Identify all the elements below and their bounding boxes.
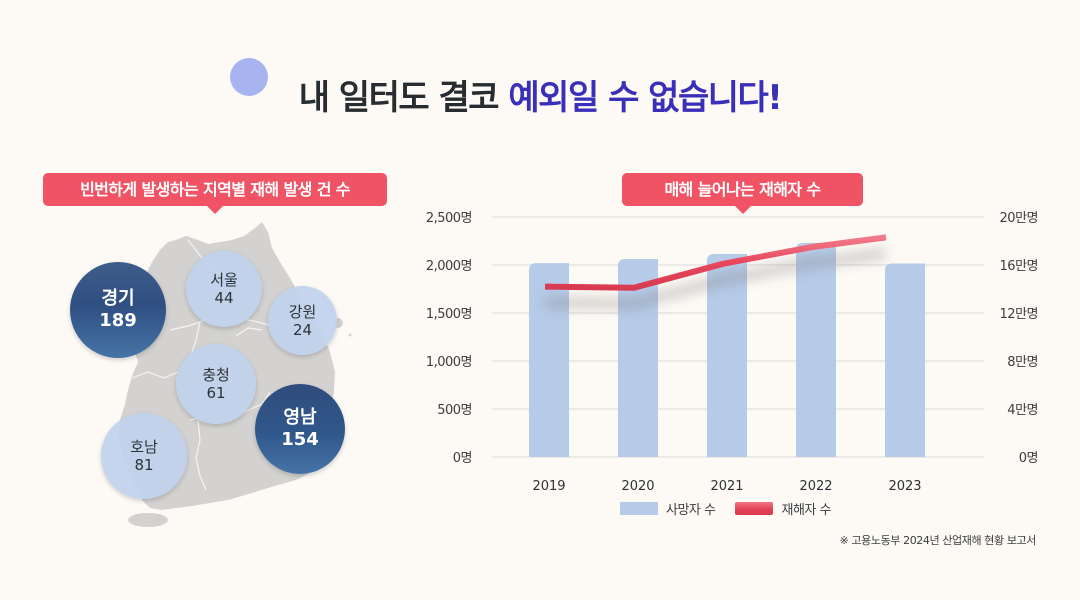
region-value: 154 — [281, 429, 319, 450]
x-tick-label: 2021 — [710, 479, 743, 494]
region-name: 강원 — [288, 302, 317, 321]
region-value: 61 — [206, 384, 226, 402]
bar-2021 — [707, 254, 747, 457]
x-tick-label: 2022 — [799, 479, 832, 494]
decorative-circle — [230, 58, 268, 96]
legend-label: 사망자 수 — [666, 503, 716, 518]
legend-label: 재해자 수 — [781, 503, 831, 518]
legend-swatch-bar — [620, 502, 658, 515]
y-right-tick-label: 16만명 — [1000, 259, 1038, 274]
region-circle-honam: 호남 81 — [101, 413, 187, 499]
region-name: 경기 — [101, 288, 135, 310]
bar-2022 — [796, 242, 836, 457]
region-circle-gangwon: 강원 24 — [268, 286, 337, 355]
region-value: 24 — [292, 320, 313, 339]
y-right-tick-label: 20만명 — [1000, 211, 1038, 226]
y-left-tick-label: 2,500명 — [426, 211, 472, 226]
region-circle-gyeonggi: 경기 189 — [70, 262, 166, 358]
region-name: 영남 — [283, 407, 317, 429]
bar-2023 — [885, 263, 925, 457]
region-value: 44 — [214, 289, 234, 307]
x-tick-label: 2019 — [532, 479, 565, 494]
line-shadow — [544, 248, 887, 309]
legend-swatch-line — [735, 502, 774, 515]
y-right-tick-label: 0명 — [1019, 451, 1038, 466]
region-name: 충청 — [202, 366, 230, 384]
legend-item-injured: 재해자 수 — [735, 499, 831, 518]
region-name: 서울 — [210, 271, 238, 289]
legend-item-deaths: 사망자 수 — [620, 499, 716, 518]
region-value: 189 — [99, 310, 137, 331]
y-right-tick-label: 8만명 — [1007, 355, 1038, 370]
region-name: 호남 — [130, 438, 158, 456]
y-right-tick-label: 4만명 — [1007, 403, 1038, 418]
x-tick-label: 2023 — [888, 479, 921, 494]
map-dokdo — [348, 333, 352, 337]
y-left-tick-label: 2,000명 — [426, 259, 472, 274]
y-right-tick-label: 12만명 — [1000, 307, 1038, 322]
region-circle-seoul: 서울 44 — [186, 251, 262, 327]
line-injured — [544, 234, 887, 291]
title-part-1: 내 일터도 결코 — [298, 78, 509, 118]
region-badge: 빈번하게 발생하는 지역별 재해 발생 건 수 — [43, 173, 387, 214]
chart-legend: 사망자 수 재해자 수 — [620, 499, 851, 518]
region-circle-yeongnam: 영남 154 — [255, 384, 345, 474]
source-note: ※ 고용노동부 2024년 산업재해 현황 보고서 — [839, 534, 1037, 547]
page-title: 내 일터도 결코 예외일 수 없습니다! — [0, 70, 1080, 119]
x-tick-label: 2020 — [621, 479, 654, 494]
region-value: 81 — [134, 456, 154, 474]
y-left-tick-label: 500명 — [437, 403, 472, 418]
region-circle-chungcheong: 충청 61 — [176, 344, 256, 424]
y-left-tick-label: 1,500명 — [426, 307, 472, 322]
title-part-2: 예외일 수 없습니다! — [508, 78, 782, 118]
map-jeju — [128, 513, 168, 527]
y-left-tick-label: 1,000명 — [426, 355, 472, 370]
y-left-tick-label: 0명 — [453, 451, 472, 466]
bar-2019 — [529, 263, 569, 457]
chart-badge: 매해 늘어나는 재해자 수 — [622, 173, 863, 214]
